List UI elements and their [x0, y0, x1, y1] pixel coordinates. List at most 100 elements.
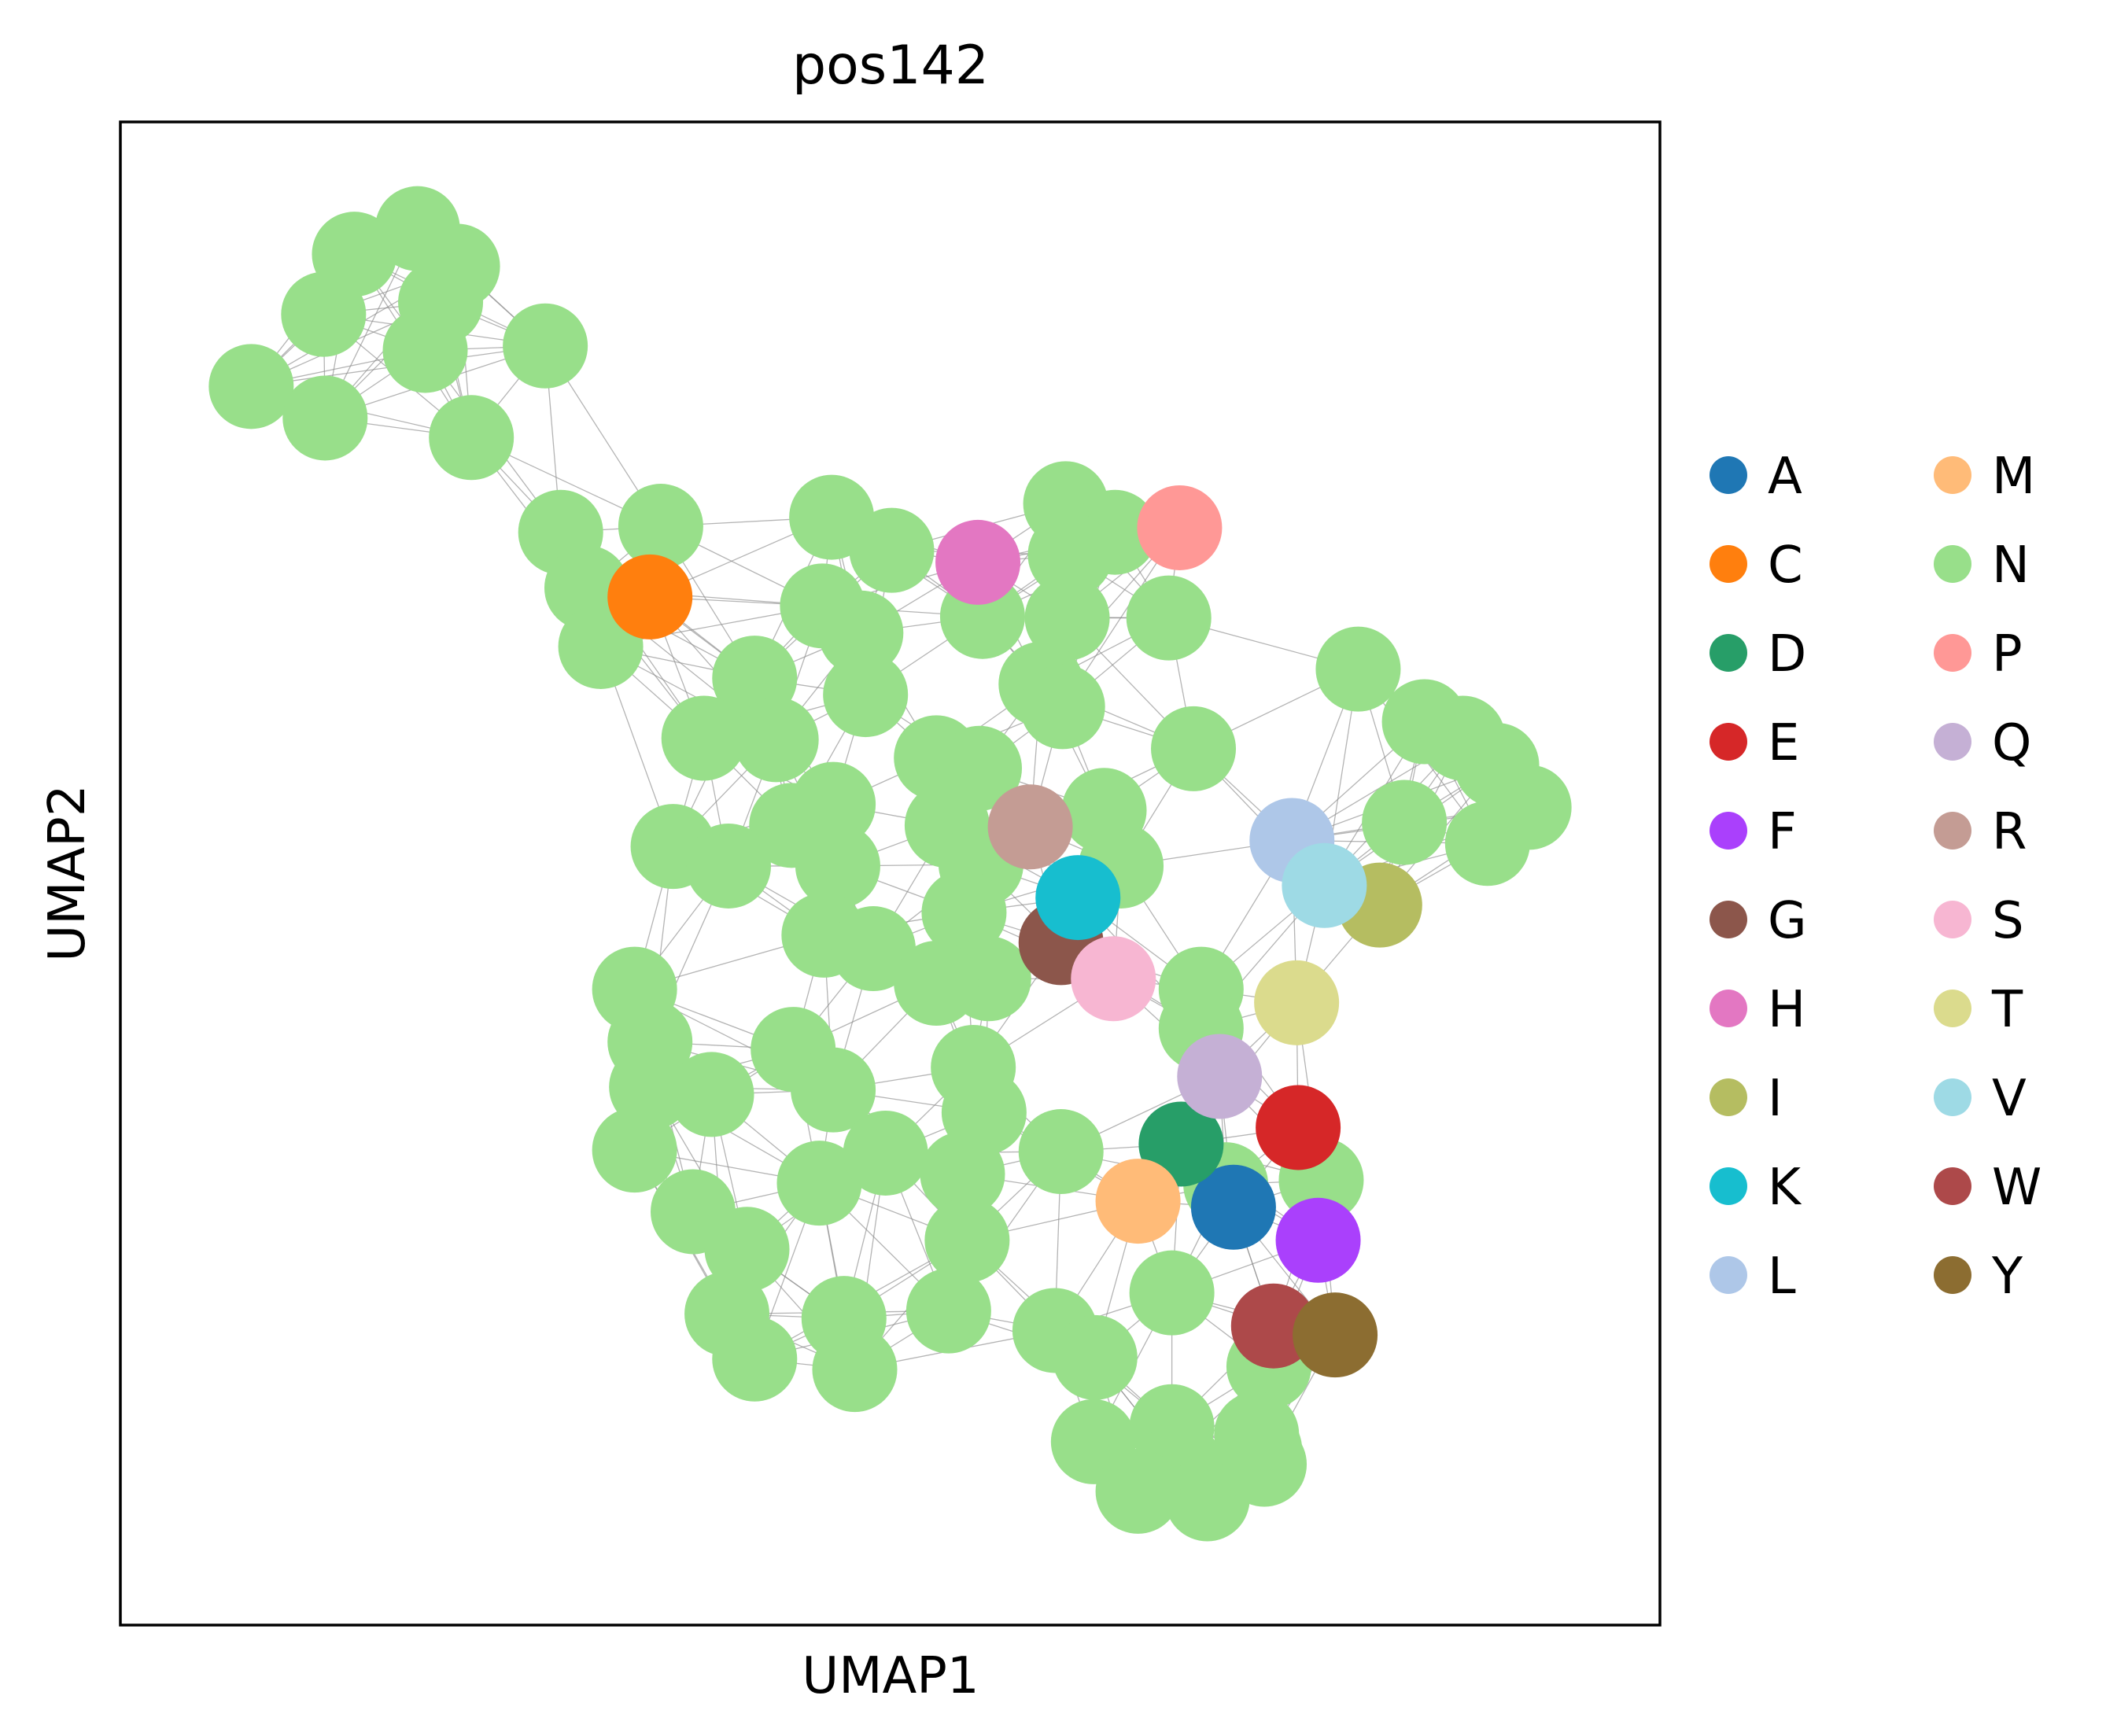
legend-label: K: [1768, 1159, 1802, 1217]
point-N: [1126, 575, 1212, 661]
legend-item-D: D: [1710, 625, 1806, 684]
point-N: [1024, 575, 1110, 661]
point-N: [843, 1110, 928, 1196]
point-N: [661, 695, 747, 781]
legend-label: T: [1991, 981, 2023, 1039]
point-C: [607, 554, 693, 639]
point-N: [905, 1268, 991, 1354]
legend-marker: [1934, 1167, 1971, 1205]
chart-title: pos142: [792, 35, 989, 97]
point-F: [1275, 1197, 1361, 1283]
legend-label: E: [1768, 714, 1799, 772]
legend-item-K: K: [1710, 1159, 1802, 1217]
point-H: [935, 519, 1021, 605]
point-N: [924, 1197, 1010, 1283]
point-N: [208, 344, 294, 429]
legend-marker: [1710, 1078, 1747, 1116]
legend-item-V: V: [1934, 1070, 2027, 1128]
legend-marker: [1710, 1256, 1747, 1294]
legend-item-R: R: [1934, 803, 2027, 861]
legend-label: Y: [1991, 1248, 2023, 1306]
legend-marker: [1934, 990, 1971, 1027]
point-N: [830, 906, 916, 992]
point-N: [712, 1316, 798, 1402]
scatter-points: [208, 186, 1572, 1542]
point-N: [592, 1108, 677, 1193]
legend-marker: [1710, 812, 1747, 850]
legend-item-C: C: [1710, 536, 1803, 595]
point-N: [733, 697, 819, 783]
legend-label: D: [1768, 625, 1806, 684]
point-N: [281, 271, 367, 357]
legend-marker: [1710, 990, 1747, 1027]
point-R: [987, 784, 1073, 870]
legend-label: H: [1768, 981, 1805, 1039]
point-N: [921, 870, 1007, 956]
point-N: [1129, 1250, 1215, 1336]
point-V: [1282, 842, 1367, 928]
x-axis-label: UMAP1: [802, 1647, 979, 1705]
legend-label: S: [1992, 892, 2024, 950]
legend-label: L: [1768, 1248, 1796, 1306]
point-A: [1190, 1164, 1276, 1250]
legend-item-M: M: [1934, 448, 2035, 506]
point-Y: [1293, 1292, 1378, 1378]
legend-label: V: [1992, 1070, 2027, 1128]
legend-item-W: W: [1934, 1159, 2041, 1217]
legend-label: M: [1992, 448, 2035, 506]
legend-item-L: L: [1710, 1248, 1796, 1306]
point-N: [894, 941, 979, 1026]
legend-label: N: [1992, 536, 2030, 595]
point-N: [503, 303, 588, 389]
point-N: [669, 1052, 754, 1137]
point-N: [1222, 1421, 1307, 1507]
point-T: [1254, 960, 1340, 1045]
point-N: [282, 375, 368, 461]
legend-label: F: [1768, 803, 1797, 861]
point-N: [1095, 1448, 1181, 1534]
legend-marker: [1710, 456, 1747, 494]
point-M: [1095, 1159, 1181, 1244]
point-Q: [1177, 1034, 1263, 1119]
point-N: [1362, 780, 1448, 865]
legend-marker: [1934, 634, 1971, 672]
legend-item-F: F: [1710, 803, 1797, 861]
legend-item-Y: Y: [1934, 1248, 2023, 1306]
point-N: [920, 1131, 1005, 1217]
axes-frame: [119, 120, 1662, 1627]
legend-item-E: E: [1710, 714, 1799, 772]
point-N: [791, 1047, 876, 1133]
legend-item-P: P: [1934, 625, 2023, 684]
legend-item-A: A: [1710, 448, 1802, 506]
legend-item-N: N: [1934, 536, 2030, 595]
legend-marker: [1710, 545, 1747, 583]
legend-label: P: [1992, 625, 2023, 684]
legend-label: I: [1768, 1070, 1783, 1128]
plot-area: [208, 186, 1572, 1542]
legend-label: Q: [1992, 714, 2031, 772]
point-N: [795, 823, 880, 909]
point-P: [1137, 485, 1223, 570]
legend-marker: [1934, 1078, 1971, 1116]
point-N: [686, 823, 772, 909]
point-N: [776, 1141, 862, 1226]
legend-label: R: [1992, 803, 2027, 861]
point-N: [818, 590, 904, 676]
point-E: [1256, 1085, 1341, 1170]
legend-item-I: I: [1710, 1070, 1783, 1128]
point-N: [1020, 664, 1105, 750]
legend-marker: [1934, 545, 1971, 583]
legend-label: W: [1992, 1159, 2041, 1217]
point-N: [812, 1327, 898, 1413]
point-N: [1018, 1109, 1104, 1195]
legend-marker: [1710, 1167, 1747, 1205]
legend-marker: [1710, 901, 1747, 938]
point-N: [1027, 512, 1113, 598]
legend-marker: [1934, 456, 1971, 494]
point-N: [849, 507, 935, 593]
legend-item-H: H: [1710, 981, 1805, 1039]
legend-item-T: T: [1934, 981, 2023, 1039]
legend-label: A: [1768, 448, 1802, 506]
point-N: [823, 652, 909, 738]
